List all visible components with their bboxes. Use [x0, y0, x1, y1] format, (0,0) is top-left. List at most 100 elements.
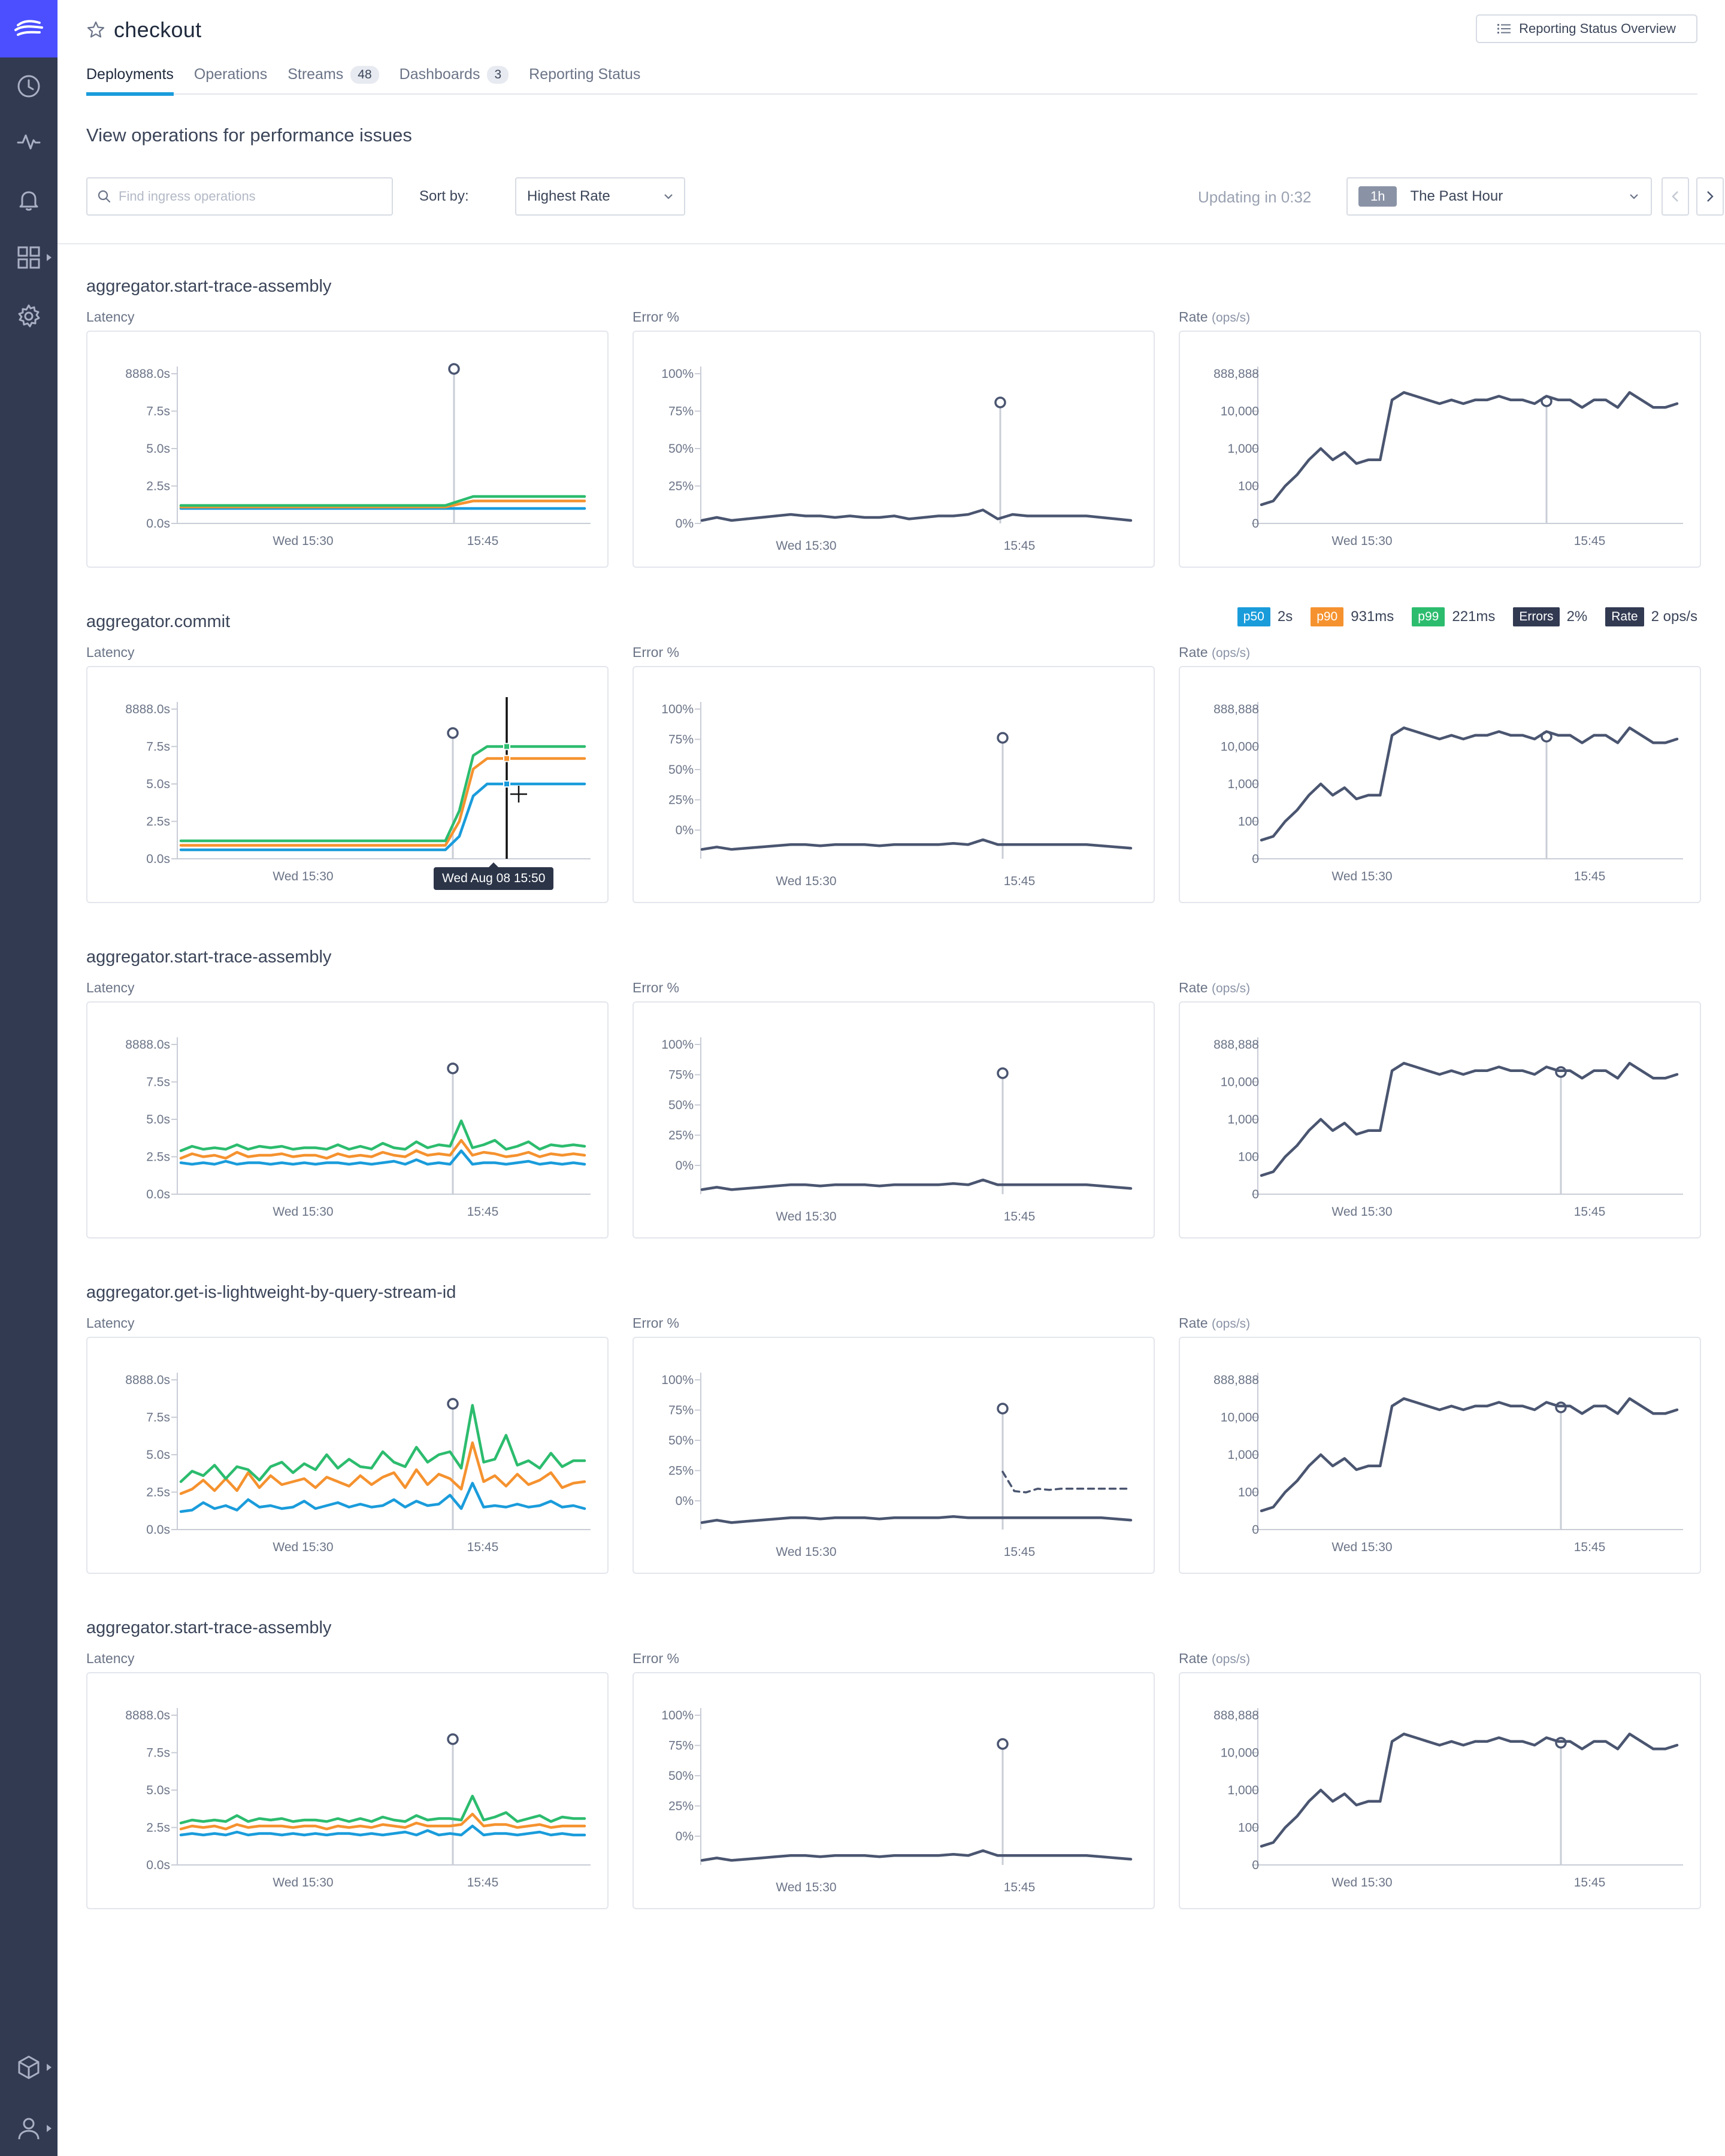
y-tick-label: 50%: [668, 763, 694, 777]
p90-series-line: [179, 1812, 586, 1831]
error-chart[interactable]: 100% 75% 50% 25% 0% Wed 15:30 15:45: [632, 1001, 1155, 1239]
operation-title[interactable]: aggregator.get-is-lightweight-by-query-s…: [86, 1283, 456, 1302]
activity-icon[interactable]: [14, 127, 43, 156]
rate-unit: (ops/s): [1211, 982, 1251, 995]
y-tick-label: 7.5s: [146, 405, 170, 419]
latency-chart[interactable]: 8888.0s 7.5s 5.0s 2.5s 0.0s Wed 15:30 15:45: [86, 1337, 609, 1574]
y-tick-label: 7.5s: [146, 740, 170, 754]
error-chart[interactable]: 100% 75% 50% 25% 0% Wed 15:30 15:45: [632, 1337, 1155, 1574]
y-tick-label: 888,888: [1213, 1709, 1259, 1722]
p90-value: 931ms: [1351, 608, 1394, 625]
error-label: Error %: [632, 980, 679, 995]
y-tick-label: 75%: [668, 1068, 694, 1082]
latency-chart[interactable]: 8888.0s 7.5s 5.0s 2.5s 0.0s Wed 15:30 15:45: [86, 1001, 609, 1239]
operation-title[interactable]: aggregator.start-trace-assembly: [86, 947, 332, 967]
operation-title[interactable]: aggregator.start-trace-assembly: [86, 1618, 332, 1637]
chevron-down-icon: [664, 194, 673, 199]
error-chart-plot: 100% 75% 50% 25% 0% Wed 15:30 15:45: [661, 367, 1133, 553]
tab-reporting-status[interactable]: Reporting Status: [529, 63, 640, 95]
grid-expand-icon[interactable]: [47, 254, 52, 261]
tab-label: Operations: [193, 66, 268, 83]
latency-chart-plot: 8888.0s 7.5s 5.0s 2.5s 0.0s Wed 15:30 15:45: [125, 1037, 591, 1219]
x-tick-label: 15:45: [1004, 1881, 1036, 1894]
reporting-status-overview-label: Reporting Status Overview: [1519, 21, 1676, 36]
toolbar: Sort by: Highest Rate Updating in 0:32 1…: [86, 177, 1724, 216]
p50-series-line: [179, 1149, 586, 1166]
x-tick-label: Wed 15:30: [273, 870, 333, 883]
operation-title[interactable]: aggregator.start-trace-assembly: [86, 277, 332, 296]
x-tick-label: Wed 15:30: [273, 1540, 333, 1554]
y-tick-label: 100%: [661, 702, 694, 716]
y-tick-label: 0%: [676, 517, 694, 531]
error-chart[interactable]: 100% 75% 50% 25% 0% Wed 15:30 15:45: [632, 331, 1155, 568]
gear-icon[interactable]: [14, 302, 43, 331]
p90-chip: p90: [1311, 607, 1344, 626]
y-tick-label: 8888.0s: [125, 1038, 170, 1052]
p90-series-line: [179, 1441, 586, 1495]
sort-label: Sort by:: [419, 188, 469, 204]
y-tick-label: 0: [1252, 1523, 1259, 1537]
rate-series-line: [1260, 726, 1679, 842]
tab-count-badge: 48: [350, 66, 379, 84]
x-tick-label: 15:45: [1004, 1210, 1036, 1224]
clock-icon[interactable]: [14, 72, 43, 101]
rate-chart[interactable]: 888,888 10,000 1,000 100 0 Wed 15:30 15:45: [1179, 331, 1701, 568]
error-chart-plot: 100% 75% 50% 25% 0% Wed 15:30 15:45: [661, 702, 1133, 888]
tab-deployments[interactable]: Deployments: [86, 63, 174, 96]
y-tick-label: 0.0s: [146, 1523, 170, 1537]
grid-icon[interactable]: [14, 243, 43, 272]
tab-dashboards[interactable]: Dashboards 3: [400, 63, 509, 95]
y-tick-label: 888,888: [1213, 1373, 1259, 1387]
rate-chart[interactable]: 888,888 10,000 1,000 100 0 Wed 15:30 15:45: [1179, 1337, 1701, 1574]
deploy-marker-dot: [447, 1733, 459, 1745]
error-chart-plot: 100% 75% 50% 25% 0% Wed 15:30 15:45: [661, 1373, 1133, 1559]
rate-chart[interactable]: 888,888 10,000 1,000 100 0 Wed 15:30 15:45: [1179, 1001, 1701, 1239]
operation-title[interactable]: aggregator.commit: [86, 612, 231, 631]
x-tick-label: Wed 15:30: [273, 1205, 333, 1219]
rate-chart-plot: 888,888 10,000 1,000 100 0 Wed 15:30 15:45: [1213, 1373, 1683, 1554]
rate-unit: (ops/s): [1211, 1317, 1251, 1331]
next-range-button[interactable]: [1696, 177, 1724, 216]
sort-select[interactable]: Highest Rate: [515, 177, 685, 216]
search-input[interactable]: [119, 189, 370, 204]
tab-operations[interactable]: Operations: [194, 63, 267, 95]
error-series-line: [700, 1515, 1133, 1524]
error-series-line: [700, 838, 1133, 851]
x-tick-label: 15:45: [1574, 1540, 1606, 1554]
error-threshold-dashed-line: [1001, 1470, 1132, 1494]
latency-chart[interactable]: 8888.0s 7.5s 5.0s 2.5s 0.0s Wed 15:30 15:45: [86, 1672, 609, 1909]
y-tick-label: 50%: [668, 1434, 694, 1448]
list-icon: [1497, 24, 1511, 34]
bell-icon[interactable]: [14, 186, 43, 214]
error-chart[interactable]: 100% 75% 50% 25% 0% Wed 15:30 15:45: [632, 1672, 1155, 1909]
cube-icon[interactable]: [14, 2053, 43, 2082]
x-tick-label: Wed 15:30: [1331, 534, 1392, 548]
x-tick-label: Wed 15:30: [776, 874, 836, 888]
y-tick-label: 2.5s: [146, 480, 170, 493]
latency-chart[interactable]: 8888.0s 7.5s 5.0s 2.5s 0.0s Wed 15:30 15:45: [86, 331, 609, 568]
user-icon[interactable]: [14, 2114, 43, 2143]
y-tick-label: 1,000: [1227, 442, 1259, 456]
x-tick-label: Wed 15:30: [273, 1876, 333, 1889]
p50-series-line: [179, 782, 586, 852]
y-tick-label: 10,000: [1221, 740, 1259, 754]
reporting-status-overview-button[interactable]: Reporting Status Overview: [1476, 14, 1697, 43]
tab-streams[interactable]: Streams 48: [288, 63, 379, 95]
y-tick-label: 100%: [661, 367, 694, 381]
rate-chart[interactable]: 888,888 10,000 1,000 100 0 Wed 15:30 15:45: [1179, 1672, 1701, 1909]
cube-expand-icon[interactable]: [47, 2064, 52, 2071]
star-icon[interactable]: [86, 20, 105, 40]
time-range-select[interactable]: 1h The Past Hour: [1346, 177, 1652, 216]
rate-label-text: Rate: [1179, 980, 1208, 995]
error-chart[interactable]: 100% 75% 50% 25% 0% Wed 15:30 15:45: [632, 666, 1155, 903]
latency-chart-plot: 8888.0s 7.5s 5.0s 2.5s 0.0s Wed 15:30 15:45: [125, 363, 591, 548]
latency-label: Latency: [86, 980, 135, 995]
previous-range-button[interactable]: [1662, 177, 1689, 216]
user-expand-icon[interactable]: [47, 2125, 52, 2132]
error-series-line: [700, 1849, 1133, 1862]
rate-chart[interactable]: 888,888 10,000 1,000 100 0 Wed 15:30 15:45: [1179, 666, 1701, 903]
latency-chart-plot: 8888.0s 7.5s 5.0s 2.5s 0.0s Wed 15:30 15:45: [125, 1708, 591, 1889]
update-countdown: Updating in 0:32: [1198, 188, 1312, 206]
app-logo[interactable]: [0, 0, 58, 57]
